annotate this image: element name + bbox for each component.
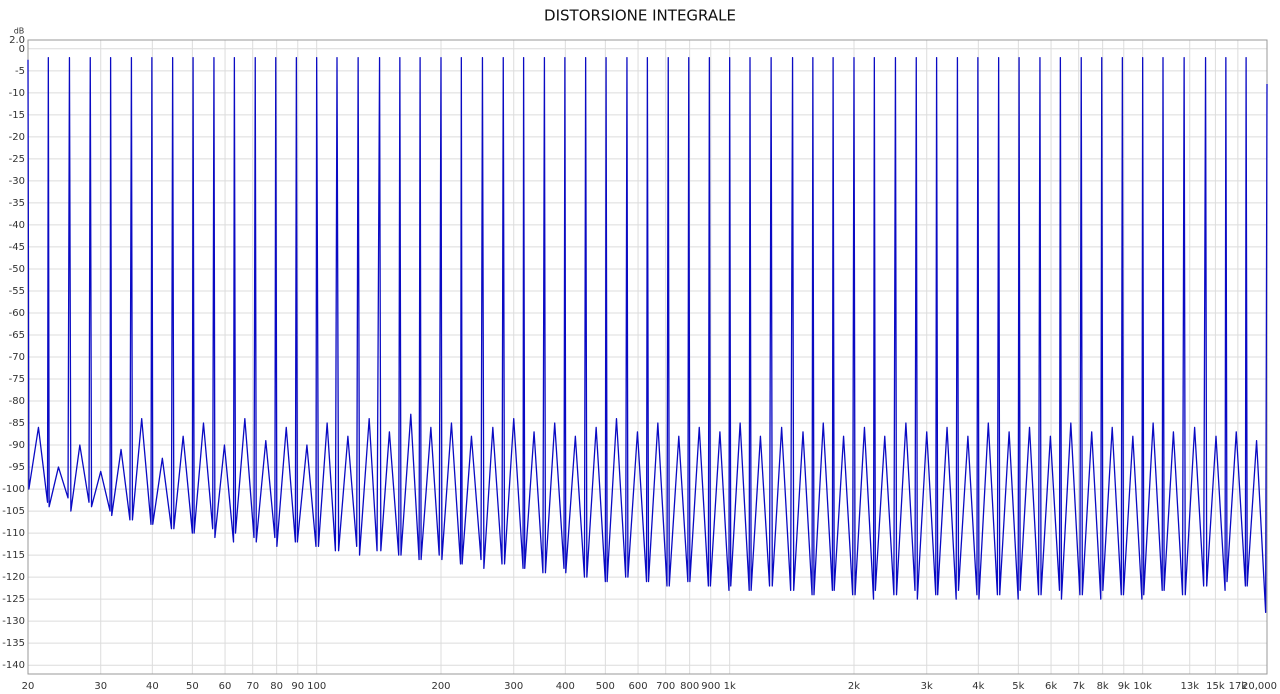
y-tick-label: 0 <box>19 44 25 55</box>
x-tick-label: 700 <box>656 681 675 692</box>
y-tick-label: -115 <box>2 550 25 561</box>
y-tick-label: -70 <box>9 352 25 363</box>
y-tick-label: -95 <box>9 462 25 473</box>
x-tick-label: 800 <box>680 681 699 692</box>
x-tick-label: 300 <box>504 681 523 692</box>
plot <box>27 56 1268 614</box>
y-tick-label: -25 <box>9 154 25 165</box>
x-tick-label: 10k <box>1133 681 1152 692</box>
x-tick-label: 400 <box>556 681 575 692</box>
x-tick-label: 6k <box>1045 681 1057 692</box>
y-tick-label: -105 <box>2 506 25 517</box>
y-tick-label: -110 <box>2 528 25 539</box>
y-tick-label: -50 <box>9 264 25 275</box>
y-tick-label: -55 <box>9 286 25 297</box>
y-tick-label: -90 <box>9 440 25 451</box>
y-tick-label: -45 <box>9 242 25 253</box>
x-tick-label: 500 <box>596 681 615 692</box>
x-tick-label: 2k <box>848 681 860 692</box>
x-tick-label: 1k <box>724 681 736 692</box>
x-tick-label: 3k <box>921 681 933 692</box>
x-tick-label: 40 <box>146 681 159 692</box>
y-tick-label: -140 <box>2 660 25 671</box>
x-tick-label: 8k <box>1097 681 1109 692</box>
y-tick-label: -15 <box>9 110 25 121</box>
y-tick-label: 2.0 <box>9 35 25 46</box>
y-tick-label: -20 <box>9 132 25 143</box>
y-tick-label: -135 <box>2 638 25 649</box>
x-tick-label: 900 <box>701 681 720 692</box>
y-tick-label: -40 <box>9 220 25 231</box>
x-tick-label: 7k <box>1073 681 1085 692</box>
x-tick-label: 9k <box>1118 681 1130 692</box>
x-tick-label: 200 <box>431 681 450 692</box>
x-tick-label: 70 <box>246 681 259 692</box>
y-tick-label: -80 <box>9 396 25 407</box>
y-tick-label: -100 <box>2 484 25 495</box>
y-tick-label: -85 <box>9 418 25 429</box>
x-tick-label: 20,000 <box>1242 681 1277 692</box>
y-tick-label: -5 <box>15 66 25 77</box>
x-tick-label: 30 <box>94 681 107 692</box>
y-tick-label: -120 <box>2 572 25 583</box>
x-tick-label: 20 <box>22 681 35 692</box>
x-tick-label: 100 <box>307 681 326 692</box>
y-tick-label: -60 <box>9 308 25 319</box>
y-tick-label: -35 <box>9 198 25 209</box>
spectrum-line <box>27 56 1268 614</box>
x-tick-label: 5k <box>1012 681 1024 692</box>
x-tick-label: 90 <box>291 681 304 692</box>
x-tick-label: 600 <box>629 681 648 692</box>
y-tick-label: -10 <box>9 88 25 99</box>
y-axis-label: dB <box>14 27 25 36</box>
x-tick-label: 60 <box>219 681 232 692</box>
chart-title: DISTORSIONE INTEGRALE <box>544 7 736 25</box>
x-tick-label: 15k <box>1206 681 1225 692</box>
x-tick-label: 13k <box>1180 681 1199 692</box>
y-tick-label: -30 <box>9 176 25 187</box>
y-tick-label: -125 <box>2 594 25 605</box>
x-tick-label: 4k <box>972 681 984 692</box>
y-tick-label: -130 <box>2 616 25 627</box>
x-tick-label: 80 <box>270 681 283 692</box>
y-tick-label: -65 <box>9 330 25 341</box>
tick-labels: 2.00 -5 -10 -15 -20 -25 -30 -35 -40 -45 -50 -55 -60 -… <box>2 35 1277 692</box>
x-tick-label: 17k <box>1229 681 1248 692</box>
y-tick-label: -75 <box>9 374 25 385</box>
x-tick-label: 50 <box>186 681 199 692</box>
